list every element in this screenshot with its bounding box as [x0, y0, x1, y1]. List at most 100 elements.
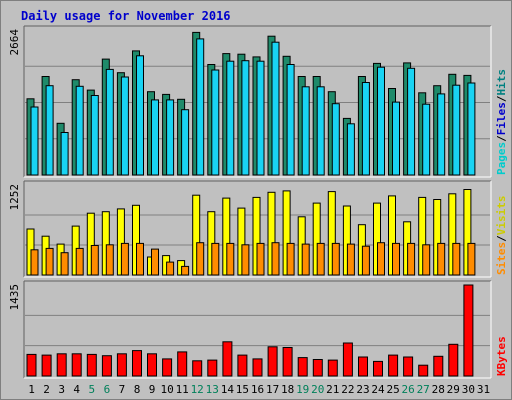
x-tick-label-day-3: 3 [58, 383, 65, 396]
bar-sites-day-10 [166, 261, 175, 276]
bar-kbytes-day-23 [358, 356, 368, 377]
bar-kbytes-day-25 [388, 354, 399, 377]
x-tick-label-day-8: 8 [134, 383, 141, 396]
bar-sites-day-20 [316, 242, 325, 276]
bar-kbytes-day-13 [207, 359, 218, 377]
bar-files-day-2 [45, 85, 54, 176]
x-tick-label-day-27: 27 [417, 383, 430, 396]
bar-sites-day-24 [377, 242, 385, 276]
bar-files-day-15 [241, 60, 250, 176]
x-tick-label-day-26: 26 [401, 383, 414, 396]
x-tick-label-day-6: 6 [104, 383, 111, 396]
bar-files-day-24 [377, 66, 385, 176]
x-tick-label-day-24: 24 [371, 383, 385, 396]
bar-kbytes-day-1 [26, 353, 37, 377]
x-tick-label-day-20: 20 [311, 383, 324, 396]
bar-files-day-5 [90, 95, 99, 176]
series-label-separator: / [495, 235, 508, 242]
bar-files-day-30 [467, 82, 476, 176]
bar-files-day-6 [105, 68, 114, 176]
bar-sites-day-28 [437, 242, 446, 276]
x-tick-label-day-10: 10 [160, 383, 173, 396]
x-tick-label-day-12: 12 [191, 383, 204, 396]
bar-sites-day-3 [60, 252, 69, 276]
y-max-label: 1252 [8, 184, 21, 211]
bar-sites-day-21 [331, 242, 340, 276]
bar-sites-day-2 [45, 247, 54, 276]
bar-sites-day-8 [136, 242, 144, 276]
bar-kbytes-day-4 [71, 353, 82, 377]
bar-kbytes-day-28 [433, 355, 444, 377]
x-tick-label-day-2: 2 [43, 383, 50, 396]
series-label-hits: Hits [495, 69, 508, 96]
bar-kbytes-day-24 [373, 360, 383, 377]
bar-kbytes-day-26 [403, 356, 414, 377]
x-tick-label-day-1: 1 [28, 383, 35, 396]
x-tick-label-day-4: 4 [73, 383, 80, 396]
bar-files-day-12 [196, 38, 205, 176]
x-tick-label-day-23: 23 [356, 383, 369, 396]
series-label-pages: Pages [495, 142, 508, 175]
bar-files-day-1 [30, 106, 39, 176]
x-tick-label-day-30: 30 [462, 383, 475, 396]
x-tick-label-day-25: 25 [386, 383, 399, 396]
chart-title: Daily usage for November 2016 [21, 9, 231, 23]
x-tick-label-day-15: 15 [236, 383, 249, 396]
bar-kbytes-day-16 [252, 358, 263, 377]
bar-files-day-18 [286, 64, 295, 176]
bar-sites-day-4 [75, 247, 84, 276]
y-max-label: 1435 [8, 284, 21, 311]
bar-kbytes-day-30 [463, 284, 474, 377]
bar-sites-day-11 [181, 265, 190, 276]
bar-kbytes-day-3 [56, 353, 67, 377]
bar-files-day-10 [166, 99, 175, 176]
bar-kbytes-day-22 [342, 342, 353, 377]
series-labels: Sites/Visits [495, 196, 508, 276]
x-tick-label-day-17: 17 [266, 383, 279, 396]
series-label-separator: / [495, 95, 508, 102]
x-tick-label-day-19: 19 [296, 383, 309, 396]
bar-files-day-23 [361, 82, 370, 176]
bar-kbytes-day-2 [41, 354, 52, 377]
bar-sites-day-30 [467, 242, 476, 276]
bar-files-day-22 [346, 123, 355, 176]
series-label-sites: Sites [495, 242, 508, 275]
bar-sites-day-25 [392, 242, 400, 276]
bar-files-day-16 [256, 60, 265, 176]
series-label-kbytes: KBytes [495, 336, 508, 376]
x-tick-label-day-18: 18 [281, 383, 294, 396]
bar-files-day-3 [60, 132, 69, 176]
x-tick-label-day-14: 14 [221, 383, 235, 396]
bar-files-day-11 [181, 109, 190, 176]
series-labels: KBytes [495, 336, 508, 376]
bar-files-day-14 [226, 60, 235, 176]
panel-2: 1252 Sites/Visits [8, 180, 508, 278]
bar-kbytes-day-15 [237, 354, 248, 377]
bar-files-day-17 [271, 41, 280, 176]
bar-sites-day-29 [452, 242, 461, 276]
bar-files-day-13 [211, 69, 220, 176]
bar-files-day-27 [422, 103, 431, 176]
bar-sites-day-7 [120, 242, 129, 276]
bar-kbytes-day-9 [147, 353, 157, 377]
bar-files-day-20 [316, 86, 325, 176]
bar-kbytes-day-12 [192, 360, 203, 377]
bar-sites-day-23 [361, 245, 370, 276]
bar-kbytes-day-19 [297, 357, 308, 377]
x-tick-label-day-21: 21 [326, 383, 339, 396]
x-tick-label-day-22: 22 [341, 383, 354, 396]
bar-sites-day-5 [90, 245, 99, 276]
bar-sites-day-17 [271, 242, 280, 276]
bar-files-day-8 [136, 55, 144, 176]
bar-files-day-26 [407, 67, 416, 176]
x-tick-label-day-13: 13 [206, 383, 219, 396]
bar-kbytes-day-18 [282, 347, 293, 377]
x-tick-label-day-16: 16 [251, 383, 264, 396]
x-tick-label-day-31: 31 [477, 383, 490, 396]
bar-sites-day-19 [301, 243, 310, 276]
bar-sites-day-14 [226, 242, 235, 276]
bar-sites-day-13 [211, 242, 220, 276]
panel-3: 1435 KBytes [8, 280, 508, 379]
